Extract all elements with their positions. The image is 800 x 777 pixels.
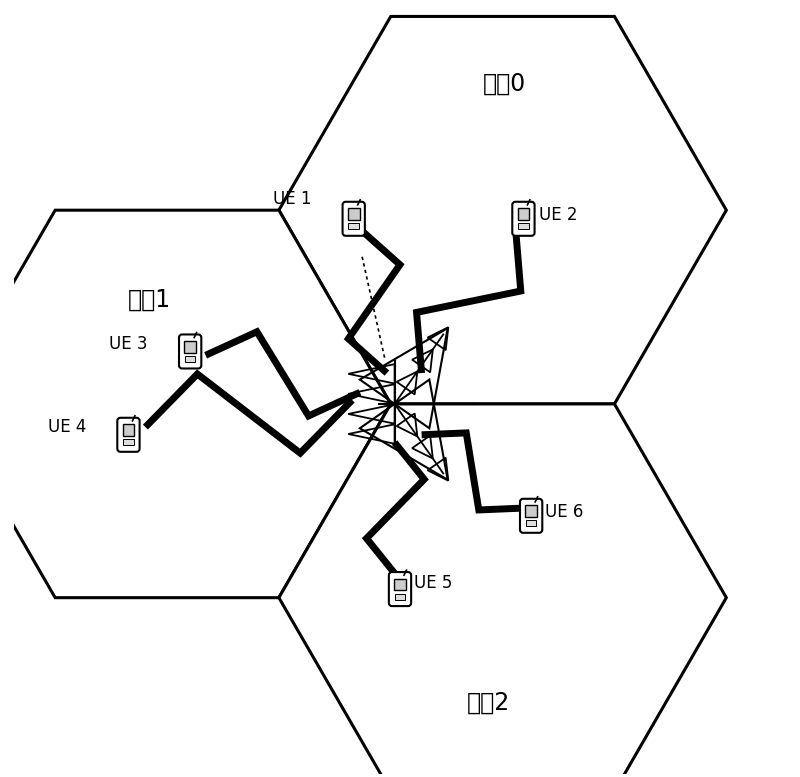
Bar	[526, 521, 536, 526]
Bar	[184, 341, 196, 353]
Bar	[518, 223, 529, 229]
Bar	[348, 208, 359, 220]
Text: UE 2: UE 2	[539, 206, 578, 224]
Bar	[123, 439, 134, 445]
FancyBboxPatch shape	[520, 499, 542, 533]
Polygon shape	[279, 16, 726, 404]
Text: 小区1: 小区1	[128, 287, 171, 312]
Text: UE 1: UE 1	[273, 190, 311, 208]
Bar	[394, 594, 406, 600]
Bar	[122, 424, 134, 436]
Bar	[394, 579, 406, 591]
Text: 小区2: 小区2	[467, 692, 510, 716]
FancyBboxPatch shape	[179, 334, 202, 368]
Text: UE 4: UE 4	[48, 418, 86, 436]
FancyBboxPatch shape	[512, 202, 534, 235]
Bar	[518, 208, 530, 220]
FancyBboxPatch shape	[118, 418, 139, 451]
Bar	[185, 356, 195, 362]
Text: UE 5: UE 5	[414, 574, 452, 592]
Text: 小区0: 小区0	[482, 71, 526, 96]
Text: UE 6: UE 6	[545, 503, 583, 521]
FancyBboxPatch shape	[389, 572, 411, 606]
Polygon shape	[279, 404, 726, 777]
Bar	[349, 223, 359, 229]
Text: UE 3: UE 3	[110, 335, 148, 353]
Bar	[526, 506, 537, 517]
FancyBboxPatch shape	[342, 202, 365, 235]
Polygon shape	[0, 211, 390, 598]
